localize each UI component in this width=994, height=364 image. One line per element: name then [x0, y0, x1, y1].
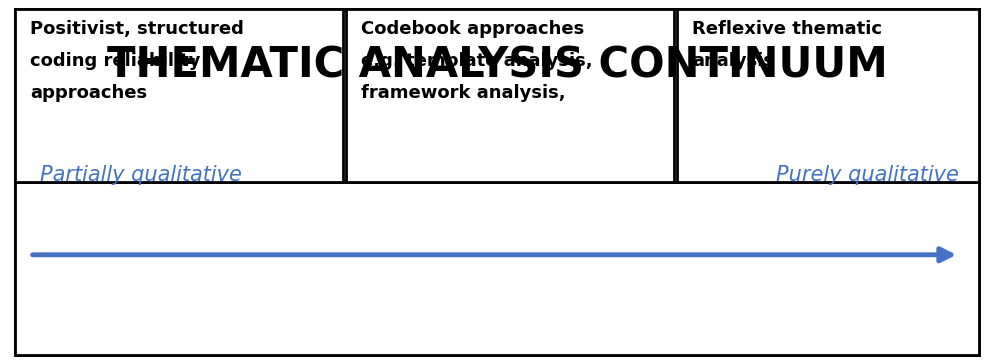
Text: THEMATIC ANALYSIS CONTINUUM: THEMATIC ANALYSIS CONTINUUM [106, 44, 888, 87]
Text: Partially qualitative: Partially qualitative [40, 165, 242, 185]
Bar [677, 9, 979, 182]
Text: Codebook approaches
e.g. template analysis,
framework analysis,: Codebook approaches e.g. template analys… [361, 20, 592, 102]
Bar [346, 9, 674, 182]
Text: Reflexive thematic
analysis: Reflexive thematic analysis [692, 20, 882, 70]
Bar [15, 182, 979, 355]
Bar [15, 9, 343, 182]
Text: Purely qualitative: Purely qualitative [776, 165, 959, 185]
Text: Positivist, structured
coding reliability
approaches: Positivist, structured coding reliabilit… [30, 20, 244, 102]
